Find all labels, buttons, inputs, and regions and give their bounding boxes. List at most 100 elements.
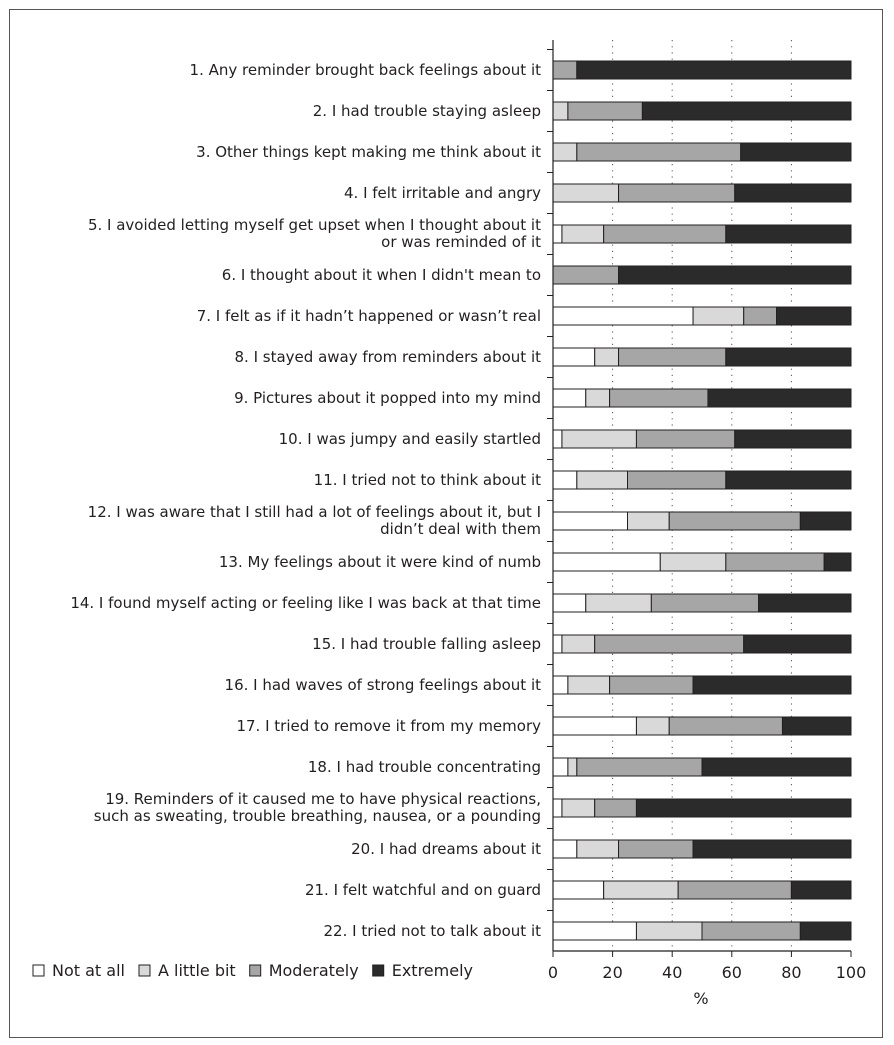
category-label: 8. I stayed away from reminders about it bbox=[235, 348, 542, 366]
bar-segment-extremely bbox=[734, 183, 852, 203]
bar-segment-extremely bbox=[641, 101, 852, 121]
bar-segment-not-at-all bbox=[552, 306, 694, 326]
bar-segment-moderately bbox=[668, 716, 783, 736]
bar-segment-not-at-all bbox=[552, 224, 563, 244]
bar-segment-extremely bbox=[692, 839, 852, 859]
bar-segment-moderately bbox=[594, 798, 637, 818]
bar-segment-not-at-all bbox=[552, 552, 661, 572]
bar-segment-a-little-bit bbox=[561, 224, 605, 244]
bar-segment-extremely bbox=[799, 921, 852, 941]
bar-segment-a-little-bit bbox=[659, 552, 727, 572]
bar-segment-extremely bbox=[781, 716, 852, 736]
bar-segment-not-at-all bbox=[552, 716, 637, 736]
bar-segment-moderately bbox=[552, 60, 578, 80]
bar-segment-extremely bbox=[618, 265, 852, 285]
legend-swatch bbox=[138, 964, 151, 977]
legend-swatch bbox=[32, 964, 45, 977]
x-axis-label: % bbox=[693, 989, 708, 1008]
chart-frame bbox=[9, 9, 883, 1038]
bar-segment-a-little-bit bbox=[552, 142, 578, 162]
category-label: 15. I had trouble falling asleep bbox=[312, 635, 541, 653]
bar-segment-moderately bbox=[618, 347, 727, 367]
bar-segment-moderately bbox=[567, 101, 643, 121]
bar-segment-a-little-bit bbox=[585, 593, 652, 613]
category-label-line: 19. Reminders of it caused me to have ph… bbox=[105, 790, 541, 808]
bar-segment-not-at-all bbox=[552, 757, 569, 777]
bar-segment-extremely bbox=[707, 388, 852, 408]
bar-segment-a-little-bit bbox=[561, 634, 596, 654]
bar-segment-a-little-bit bbox=[692, 306, 745, 326]
legend-label: Not at all bbox=[52, 961, 125, 980]
x-tick-label: 100 bbox=[836, 963, 867, 982]
bar-segment-extremely bbox=[635, 798, 852, 818]
bar-segment-a-little-bit bbox=[567, 675, 611, 695]
category-label: 13. My feelings about it were kind of nu… bbox=[219, 553, 541, 571]
bar-segment-extremely bbox=[576, 60, 852, 80]
bar-segment-a-little-bit bbox=[594, 347, 620, 367]
bar-segment-a-little-bit bbox=[567, 757, 578, 777]
bar-segment-a-little-bit bbox=[635, 921, 703, 941]
bar-segment-extremely bbox=[701, 757, 852, 777]
bar-segment-not-at-all bbox=[552, 675, 569, 695]
bar-segment-not-at-all bbox=[552, 593, 587, 613]
bar-segment-moderately bbox=[627, 470, 727, 490]
bar-segment-extremely bbox=[758, 593, 852, 613]
bar-segment-moderately bbox=[635, 429, 736, 449]
category-label: 19. Reminders of it caused me to have ph… bbox=[94, 790, 541, 825]
bar-segment-a-little-bit bbox=[576, 839, 620, 859]
bar-segment-moderately bbox=[618, 839, 694, 859]
category-label: 22. I tried not to talk about it bbox=[324, 922, 542, 940]
bar-segment-not-at-all bbox=[552, 347, 596, 367]
category-label: 16. I had waves of strong feelings about… bbox=[225, 676, 542, 694]
bar-segment-a-little-bit bbox=[576, 470, 629, 490]
legend-swatch bbox=[249, 964, 262, 977]
bar-segment-extremely bbox=[776, 306, 852, 326]
bar-segment-moderately bbox=[618, 183, 736, 203]
bar-segment-extremely bbox=[692, 675, 852, 695]
x-tick-label: 0 bbox=[548, 963, 558, 982]
bar-segment-extremely bbox=[725, 347, 852, 367]
bar-segment-extremely bbox=[734, 429, 852, 449]
bar-segment-not-at-all bbox=[552, 634, 563, 654]
bar-segment-moderately bbox=[743, 306, 777, 326]
bar-segment-moderately bbox=[609, 388, 709, 408]
bar-segment-moderately bbox=[609, 675, 694, 695]
bar-segment-moderately bbox=[603, 224, 727, 244]
bar-segment-moderately bbox=[576, 142, 742, 162]
category-label: 9. Pictures about it popped into my mind bbox=[234, 389, 541, 407]
category-label: 14. I found myself acting or feeling lik… bbox=[70, 594, 541, 612]
bar-segment-moderately bbox=[725, 552, 825, 572]
bar-segment-extremely bbox=[725, 224, 852, 244]
category-label-line: 12. I was aware that I still had a lot o… bbox=[88, 503, 541, 521]
category-label: 21. I felt watchful and on guard bbox=[305, 881, 541, 899]
category-label: 3. Other things kept making me think abo… bbox=[196, 143, 541, 161]
category-label-line: didn’t deal with them bbox=[380, 520, 541, 538]
bar-segment-not-at-all bbox=[552, 880, 605, 900]
bar-segment-not-at-all bbox=[552, 388, 587, 408]
axes bbox=[547, 40, 852, 957]
category-label: 7. I felt as if it hadn’t happened or wa… bbox=[197, 307, 541, 325]
bar-segment-not-at-all bbox=[552, 429, 563, 449]
bar-segment-extremely bbox=[725, 470, 852, 490]
category-label: 4. I felt irritable and angry bbox=[344, 184, 541, 202]
x-tick-label: 20 bbox=[602, 963, 622, 982]
bar-segment-a-little-bit bbox=[627, 511, 670, 531]
bar-segment-moderately bbox=[552, 265, 620, 285]
x-tick-label: 60 bbox=[722, 963, 742, 982]
x-tick-label: 40 bbox=[662, 963, 682, 982]
bar-segment-a-little-bit bbox=[552, 101, 569, 121]
bar-segment-extremely bbox=[790, 880, 852, 900]
legend-label: Moderately bbox=[269, 961, 359, 980]
x-tick-labels: 0 20 40 60 80 100 bbox=[548, 963, 866, 982]
bar-segment-moderately bbox=[668, 511, 801, 531]
category-label: 20. I had dreams about it bbox=[351, 840, 541, 858]
legend: Not at all A little bit Moderately Extremel… bbox=[32, 961, 473, 980]
legend-label: Extremely bbox=[392, 961, 473, 980]
category-label-line: or was reminded of it bbox=[381, 233, 541, 251]
bar-segment-a-little-bit bbox=[585, 388, 611, 408]
bar-segment-not-at-all bbox=[552, 798, 563, 818]
bar-segment-moderately bbox=[677, 880, 792, 900]
category-label: 2. I had trouble staying asleep bbox=[313, 102, 541, 120]
category-label: 1. Any reminder brought back feelings ab… bbox=[190, 61, 542, 79]
